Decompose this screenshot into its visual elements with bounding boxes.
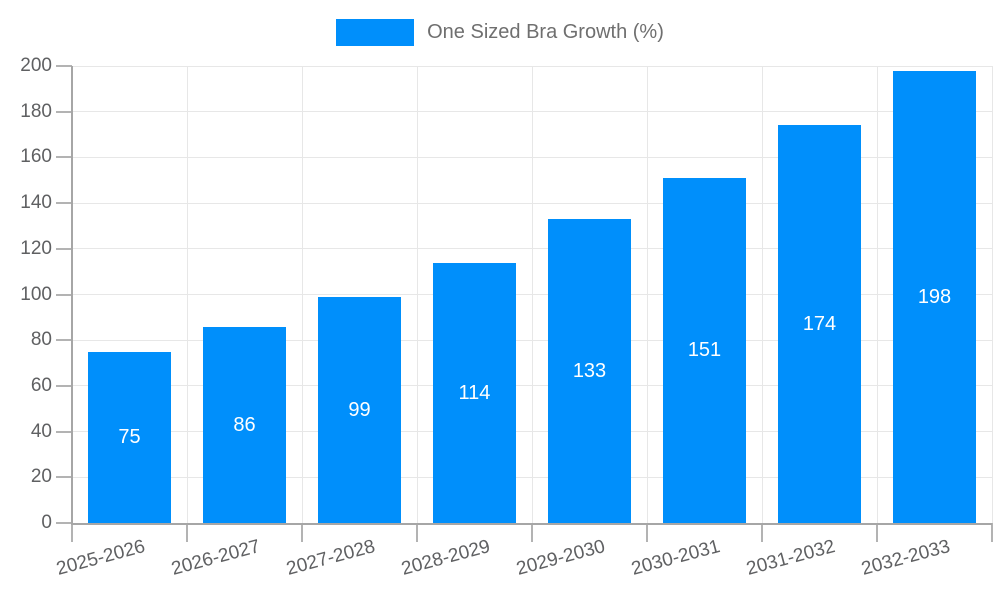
bar[interactable]: 174: [778, 125, 861, 523]
y-axis-tick-label: 200: [20, 55, 52, 76]
y-axis-tick-mark: [56, 339, 72, 342]
y-axis-tick-label: 120: [20, 237, 52, 259]
bar[interactable]: 151: [663, 177, 746, 523]
x-axis-tick-mark: [646, 523, 648, 542]
legend: One Sized Bra Growth (%): [0, 19, 1000, 46]
y-axis-tick-mark: [56, 384, 72, 387]
bar-value-label: 133: [572, 360, 607, 383]
y-axis-tick-label: 100: [20, 283, 52, 305]
y-axis-tick-mark: [56, 293, 72, 296]
gridline-vertical: [186, 66, 188, 523]
bar-value-label: 174: [802, 313, 837, 336]
bar[interactable]: 198: [893, 70, 976, 523]
bar-value-label: 114: [458, 381, 491, 404]
bar-value-label: 151: [687, 339, 722, 362]
bar[interactable]: 75: [88, 351, 171, 523]
y-axis-tick-mark: [56, 110, 72, 113]
gridline-vertical: [991, 66, 993, 523]
y-axis-tick-mark: [56, 430, 72, 433]
y-axis-line: [71, 66, 73, 524]
y-axis-tick-mark: [56, 202, 72, 205]
x-axis-tick-mark: [186, 523, 188, 542]
bar[interactable]: 99: [318, 296, 401, 523]
y-axis-tick-mark: [56, 65, 72, 67]
x-axis-tick-mark: [416, 523, 418, 542]
y-axis-tick-label: 180: [20, 100, 52, 122]
y-axis-tick-mark: [56, 522, 72, 524]
plot-area: 75 86 99 114 133 151 174 198: [72, 65, 993, 523]
x-axis-line: [71, 523, 992, 525]
bar-value-label: 75: [118, 426, 141, 449]
y-axis-tick-label: 80: [30, 329, 52, 351]
bar[interactable]: 114: [433, 262, 516, 523]
y-axis-tick-label: 60: [30, 374, 52, 396]
gridline-vertical: [646, 66, 648, 523]
y-axis-tick-mark: [56, 247, 72, 250]
legend-item[interactable]: One Sized Bra Growth (%): [336, 19, 664, 46]
x-axis-tick-mark: [876, 523, 878, 542]
y-axis-tick-label: 40: [30, 420, 52, 442]
y-axis-tick-label: 160: [20, 146, 52, 168]
y-axis-tick-label: 20: [30, 466, 52, 488]
y-axis-tick-label: 0: [41, 512, 52, 533]
bar[interactable]: 133: [548, 219, 631, 523]
bar-value-label: 99: [348, 398, 371, 421]
y-axis-tick-mark: [56, 476, 72, 479]
y-axis-tick-label: 140: [20, 192, 52, 214]
x-axis-tick-mark: [301, 523, 303, 542]
legend-series-swatch: [336, 19, 415, 46]
gridline-vertical: [416, 66, 418, 523]
bar-value-label: 198: [917, 285, 952, 308]
gridline-vertical: [531, 66, 533, 523]
y-axis-tick-mark: [56, 156, 72, 159]
gridline-vertical: [876, 66, 878, 523]
x-axis-tick-mark: [71, 523, 73, 542]
gridline-vertical: [301, 66, 303, 523]
x-axis-tick-mark: [991, 523, 993, 542]
legend-series-label: One Sized Bra Growth (%): [427, 21, 664, 43]
bar-value-label: 86: [233, 413, 256, 436]
gridline-vertical: [761, 66, 763, 523]
x-axis-tick-mark: [761, 523, 763, 542]
bar[interactable]: 86: [203, 326, 286, 523]
x-axis-tick-mark: [531, 523, 533, 542]
